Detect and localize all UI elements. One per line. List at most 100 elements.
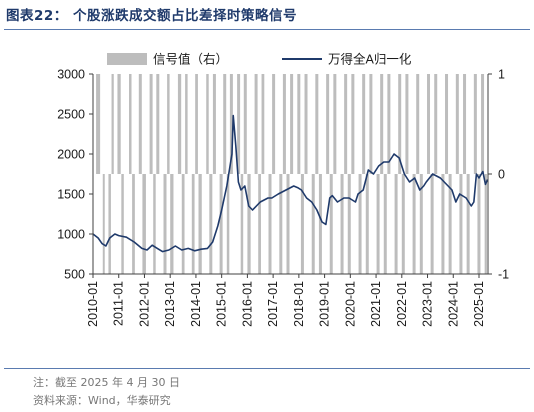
x-tick-label: 2015-01 xyxy=(215,281,229,327)
legend-bar-label: 信号值（右） xyxy=(153,52,228,67)
x-tick-label: 2010-01 xyxy=(86,281,100,327)
signal-bar xyxy=(455,74,459,174)
signal-bar xyxy=(318,174,322,274)
signal-bar xyxy=(209,174,213,274)
signal-bar xyxy=(219,174,223,274)
title-divider xyxy=(4,29,530,30)
x-tick-label: 2012-01 xyxy=(137,281,151,327)
signal-bar xyxy=(226,174,230,274)
signal-bar xyxy=(223,74,227,174)
signal-bar xyxy=(142,174,146,274)
footer-divider xyxy=(4,368,530,369)
signal-bar xyxy=(344,74,348,174)
signal-bar xyxy=(369,74,373,174)
signal-bar xyxy=(149,74,153,174)
left-tick-label: 2000 xyxy=(57,148,85,162)
left-tick-label: 500 xyxy=(64,268,85,282)
signal-bar xyxy=(212,74,216,174)
signal-bar xyxy=(463,74,467,174)
signal-bar xyxy=(261,74,265,174)
signal-bar xyxy=(445,74,449,174)
signal-bar xyxy=(102,174,105,274)
signal-bar xyxy=(473,74,477,174)
signal-bar xyxy=(365,174,369,274)
signal-bar xyxy=(340,174,344,274)
x-tick-label: 2023-01 xyxy=(421,281,435,327)
signal-bar xyxy=(272,74,276,174)
signal-bar xyxy=(394,174,398,274)
signal-bar xyxy=(153,174,156,274)
x-tick-label: 2013-01 xyxy=(163,281,177,327)
signal-bar xyxy=(326,74,330,174)
signal-bar xyxy=(206,74,209,174)
x-tick-label: 2011-01 xyxy=(112,281,126,326)
signal-bar xyxy=(290,74,294,174)
signal-bar xyxy=(129,74,132,174)
x-tick-label: 2021-01 xyxy=(369,281,383,327)
signal-bar xyxy=(434,74,438,174)
signal-bar xyxy=(387,74,391,174)
signal-bar xyxy=(243,74,247,174)
signal-bar xyxy=(121,174,124,274)
signal-bar xyxy=(405,74,409,174)
signal-bar xyxy=(108,174,111,274)
signal-bar xyxy=(427,74,431,174)
signal-bar xyxy=(412,174,416,274)
signal-bar xyxy=(181,174,185,274)
source-note: 资料来源：Wind，华泰研究 xyxy=(33,394,171,407)
signal-bar xyxy=(315,74,319,174)
x-tick-label: 2016-01 xyxy=(240,281,254,327)
signal-bar xyxy=(268,174,272,274)
right-tick-label: 1 xyxy=(498,68,505,82)
index-line xyxy=(92,114,489,253)
signal-bar xyxy=(380,74,384,174)
legend-bar-swatch xyxy=(107,53,147,65)
signal-bar xyxy=(247,174,251,274)
signal-bar xyxy=(282,74,286,174)
signal-bar xyxy=(329,174,333,274)
signal-bar xyxy=(198,174,202,274)
x-tick-label: 2025-01 xyxy=(472,281,486,327)
signal-bar xyxy=(279,174,283,274)
left-tick-label: 1500 xyxy=(57,188,85,202)
signal-bar xyxy=(481,74,485,174)
signal-bar xyxy=(311,174,315,274)
signal-bar xyxy=(258,174,261,274)
signal-bar xyxy=(229,74,233,174)
signal-bar xyxy=(185,74,188,174)
signal-bar xyxy=(138,74,142,174)
signal-bar xyxy=(466,174,470,274)
signal-bar xyxy=(304,74,308,174)
signal-bar xyxy=(333,74,337,174)
signal-bar xyxy=(177,74,182,174)
signal-bar xyxy=(477,174,481,274)
right-tick-label: 0 xyxy=(498,168,505,182)
signal-bar xyxy=(484,174,487,274)
signal-bar xyxy=(195,74,198,174)
signal-bar xyxy=(254,74,258,174)
footnote: 注：截至 2025 年 4 月 30 日 xyxy=(33,376,180,389)
signal-bar xyxy=(286,174,290,274)
signal-bar xyxy=(441,174,445,274)
signal-bar xyxy=(351,74,355,174)
signal-bar xyxy=(191,174,195,274)
signal-bar xyxy=(347,174,351,274)
figure-title: 图表22： 个股涨跌成交额占比差择时策略信号 xyxy=(6,8,297,24)
signal-bar xyxy=(358,174,362,274)
signal-bar xyxy=(117,74,121,174)
x-tick-label: 2014-01 xyxy=(189,281,203,327)
signal-bar xyxy=(163,174,167,274)
signal-bar xyxy=(297,74,301,174)
signal-bar xyxy=(416,74,420,174)
signal-bar xyxy=(459,174,463,274)
signal-bar xyxy=(237,74,241,174)
signal-bar xyxy=(111,74,114,174)
signal-bar xyxy=(448,174,452,274)
signal-bar xyxy=(240,174,244,274)
signal-bar xyxy=(430,174,434,274)
x-tick-label: 2024-01 xyxy=(446,281,460,327)
x-tick-label: 2018-01 xyxy=(292,281,306,327)
x-tick-label: 2020-01 xyxy=(343,281,357,327)
left-tick-label: 1000 xyxy=(57,228,85,242)
legend-line-label: 万得全A归一化 xyxy=(328,52,412,67)
